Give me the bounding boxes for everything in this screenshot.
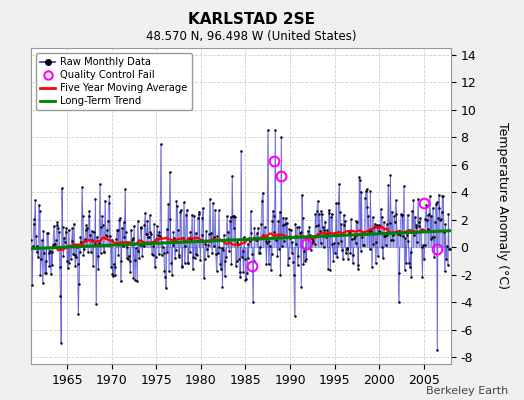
Legend: Raw Monthly Data, Quality Control Fail, Five Year Moving Average, Long-Term Tren: Raw Monthly Data, Quality Control Fail, … — [37, 53, 192, 110]
Text: 48.570 N, 96.498 W (United States): 48.570 N, 96.498 W (United States) — [146, 30, 357, 43]
Text: Berkeley Earth: Berkeley Earth — [426, 386, 508, 396]
Text: KARLSTAD 2SE: KARLSTAD 2SE — [188, 12, 315, 27]
Y-axis label: Temperature Anomaly (°C): Temperature Anomaly (°C) — [496, 122, 509, 290]
